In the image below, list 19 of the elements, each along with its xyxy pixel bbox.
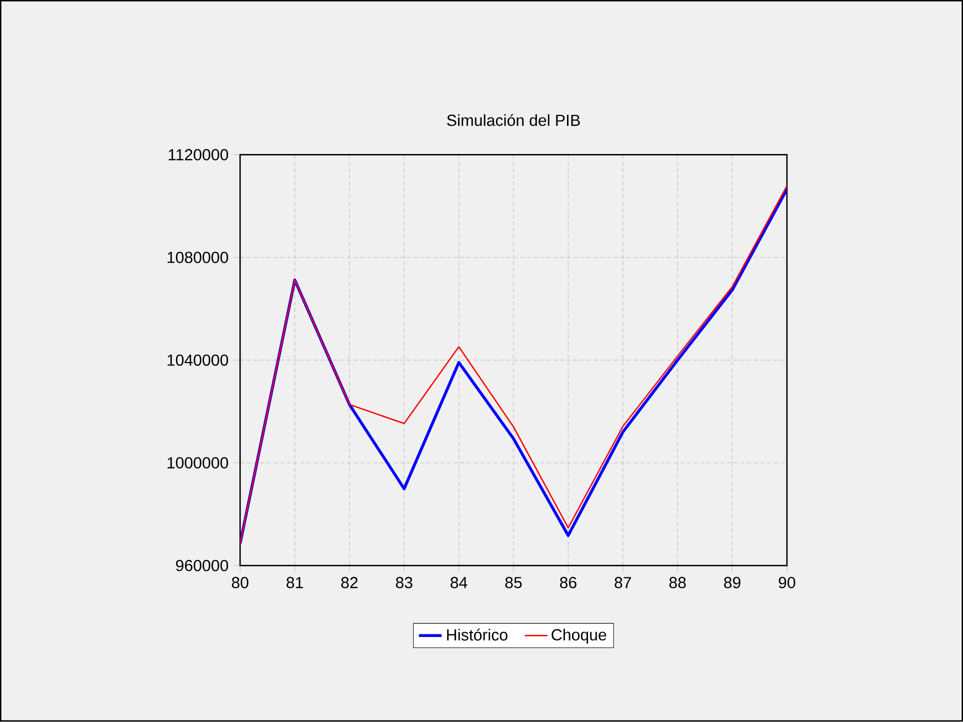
chart-title: Simulación del PIB [447,114,580,126]
x-tick-label: 81 [286,577,303,588]
y-tick-label: 1000000 [168,457,228,469]
x-tick-label: 80 [232,577,248,588]
y-tick-label: 1080000 [168,252,228,264]
y-tick-label: 1040000 [168,354,228,366]
x-tick-label: 90 [778,577,796,588]
legend-label: Histórico [447,628,508,641]
legend-label: Choque [552,628,606,644]
y-tick-label: 960000 [176,560,228,572]
x-tick-label: 88 [669,577,686,588]
x-tick-label: 85 [505,577,522,588]
x-tick-label: 84 [450,577,468,588]
x-tick-label: 82 [341,577,358,588]
x-tick-label: 86 [560,577,576,588]
x-tick-label: 83 [396,577,412,588]
y-tick-label: 1120000 [168,149,228,161]
x-tick-label: 89 [724,577,740,588]
x-tick-label: 87 [614,577,631,588]
